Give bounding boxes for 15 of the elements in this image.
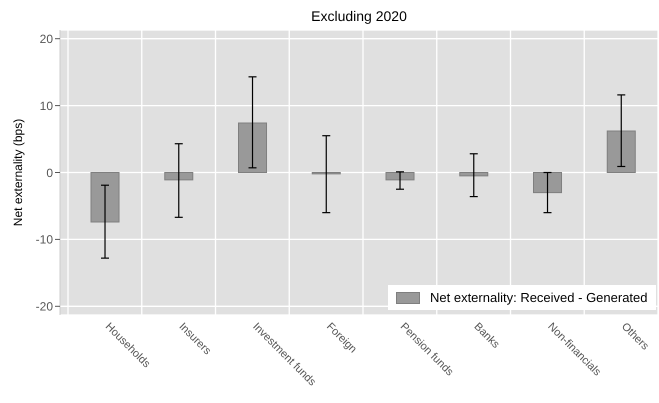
bar: [164, 172, 194, 180]
y-tick-label: -10: [36, 232, 54, 247]
legend-label: Net externality: Received - Generated: [430, 290, 648, 305]
bar: [459, 172, 488, 176]
y-tick-label: -20: [36, 300, 54, 314]
y-tick-label: 0: [46, 166, 54, 180]
y-tick-label: 20: [40, 32, 54, 46]
chart-title: Excluding 2020: [310, 8, 408, 24]
bar: [606, 130, 636, 173]
bar: [386, 172, 415, 180]
bar: [533, 172, 562, 194]
y-tick-label: 10: [40, 98, 54, 113]
bar: [90, 172, 120, 223]
bar: [238, 122, 268, 173]
y-axis-title: Net externality (bps): [11, 118, 25, 226]
